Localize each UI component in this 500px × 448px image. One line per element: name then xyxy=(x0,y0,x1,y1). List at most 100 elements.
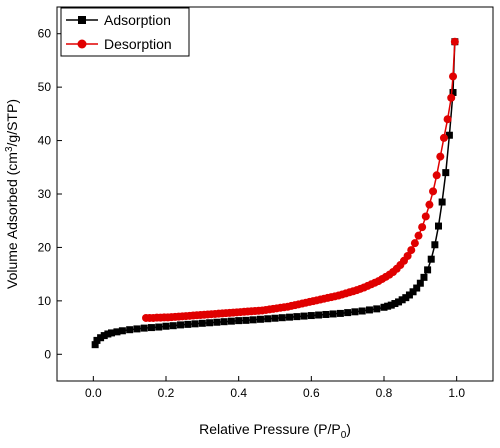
adsorption-point xyxy=(264,315,272,323)
y-tick-label: 10 xyxy=(38,294,52,308)
desorption-point xyxy=(429,187,438,196)
series-layer xyxy=(91,37,459,349)
adsorption-point xyxy=(365,306,373,314)
adsorption-point xyxy=(398,296,406,304)
desorption-point xyxy=(439,133,448,142)
desorption-point xyxy=(142,313,151,322)
adsorption-point xyxy=(402,294,410,302)
desorption-point xyxy=(418,223,427,232)
adsorption-point xyxy=(405,291,413,299)
adsorption-point xyxy=(358,307,366,315)
adsorption-point xyxy=(445,131,453,139)
desorption-point xyxy=(450,37,459,46)
y-tick-label: 30 xyxy=(38,187,52,201)
adsorption-point xyxy=(413,284,421,292)
adsorption-point xyxy=(322,310,330,318)
adsorption-point xyxy=(242,316,250,324)
adsorption-point xyxy=(435,222,442,230)
adsorption-point xyxy=(100,332,108,340)
adsorption-point xyxy=(184,320,192,328)
adsorption-point xyxy=(155,323,163,331)
axis-ticks: 0.0 0.2 0.4 0.6 0.8 1.0 0 10 20 30 40 50 60 xyxy=(38,27,466,400)
adsorption-point xyxy=(409,288,417,296)
x-tick-label: 0.0 xyxy=(85,386,102,400)
desorption-point xyxy=(410,239,419,248)
adsorption-point xyxy=(391,300,399,308)
desorption-point xyxy=(432,171,441,180)
adsorption-point xyxy=(191,320,199,328)
desorption-line xyxy=(146,41,456,319)
adsorption-point xyxy=(249,316,257,324)
adsorption-point xyxy=(384,302,392,310)
desorption-point xyxy=(436,152,445,161)
adsorption-point xyxy=(449,88,457,96)
legend-label-desorption: Desorption xyxy=(104,36,172,52)
adsorption-point xyxy=(118,327,126,335)
adsorption-point xyxy=(373,305,381,313)
y-tick-label: 60 xyxy=(38,27,52,41)
adsorption-point xyxy=(213,318,221,326)
adsorption-point xyxy=(286,313,294,321)
desorption-point xyxy=(447,93,456,102)
x-axis-title: Relative Pressure (P/P0) xyxy=(199,421,351,441)
adsorption-point xyxy=(198,319,206,327)
x-tick-label: 1.0 xyxy=(448,386,465,400)
adsorption-point xyxy=(113,328,121,336)
adsorption-point xyxy=(271,314,279,322)
x-tick-label: 0.2 xyxy=(158,386,175,400)
adsorption-point xyxy=(420,273,428,281)
plot-frame xyxy=(56,6,494,382)
y-axis-title-rest: /g/STP) xyxy=(4,99,20,146)
adsorption-point xyxy=(395,298,403,306)
adsorption-point xyxy=(427,255,435,263)
adsorption-point xyxy=(206,319,214,327)
legend-label-adsorption: Adsorption xyxy=(104,12,171,28)
adsorption-point xyxy=(169,322,177,330)
adsorption-point xyxy=(307,312,315,320)
legend-marker-adsorption xyxy=(78,16,86,24)
adsorption-point xyxy=(438,198,446,206)
y-axis-title-main: Volume Adsorbed (cm xyxy=(4,152,20,289)
y-tick-label: 50 xyxy=(38,80,52,94)
y-tick-label: 20 xyxy=(38,240,52,254)
y-axis-title: Volume Adsorbed (cm3/g/STP) xyxy=(4,99,20,289)
adsorption-point xyxy=(126,326,134,334)
adsorption-point xyxy=(147,324,155,332)
desorption-point xyxy=(425,200,434,209)
adsorption-point xyxy=(133,325,141,333)
adsorption-point xyxy=(416,279,424,287)
adsorption-point xyxy=(256,315,264,323)
adsorption-point xyxy=(293,313,301,321)
adsorption-point xyxy=(336,309,344,317)
adsorption-point xyxy=(93,336,101,344)
y-tick-label: 0 xyxy=(44,347,51,361)
adsorption-point xyxy=(108,329,115,337)
adsorption-point xyxy=(278,314,286,322)
x-tick-label: 0.6 xyxy=(303,386,320,400)
adsorption-point xyxy=(104,330,112,338)
adsorption-point xyxy=(315,311,323,319)
adsorption-point xyxy=(177,321,185,329)
x-axis-title-sub: 0 xyxy=(341,430,347,441)
desorption-point xyxy=(407,246,416,255)
adsorption-point xyxy=(387,301,395,309)
adsorption-point xyxy=(140,324,148,332)
adsorption-point xyxy=(329,310,337,318)
adsorption-point xyxy=(442,169,450,177)
desorption-point xyxy=(414,231,423,240)
desorption-point xyxy=(443,115,452,124)
adsorption-point xyxy=(300,312,308,320)
legend-marker-desorption xyxy=(77,39,87,49)
adsorption-point xyxy=(227,317,235,325)
x-axis-title-main: Relative Pressure (P/P xyxy=(199,421,341,437)
adsorption-point xyxy=(97,334,105,342)
adsorption-point xyxy=(351,308,359,316)
y-axis-title-sup: 3 xyxy=(4,146,15,152)
x-tick-label: 0.4 xyxy=(230,386,247,400)
adsorption-point xyxy=(344,309,352,317)
adsorption-point xyxy=(91,341,99,349)
desorption-point xyxy=(449,72,458,81)
adsorption-point xyxy=(235,317,243,325)
y-tick-label: 40 xyxy=(38,134,52,148)
desorption-point xyxy=(421,212,430,221)
